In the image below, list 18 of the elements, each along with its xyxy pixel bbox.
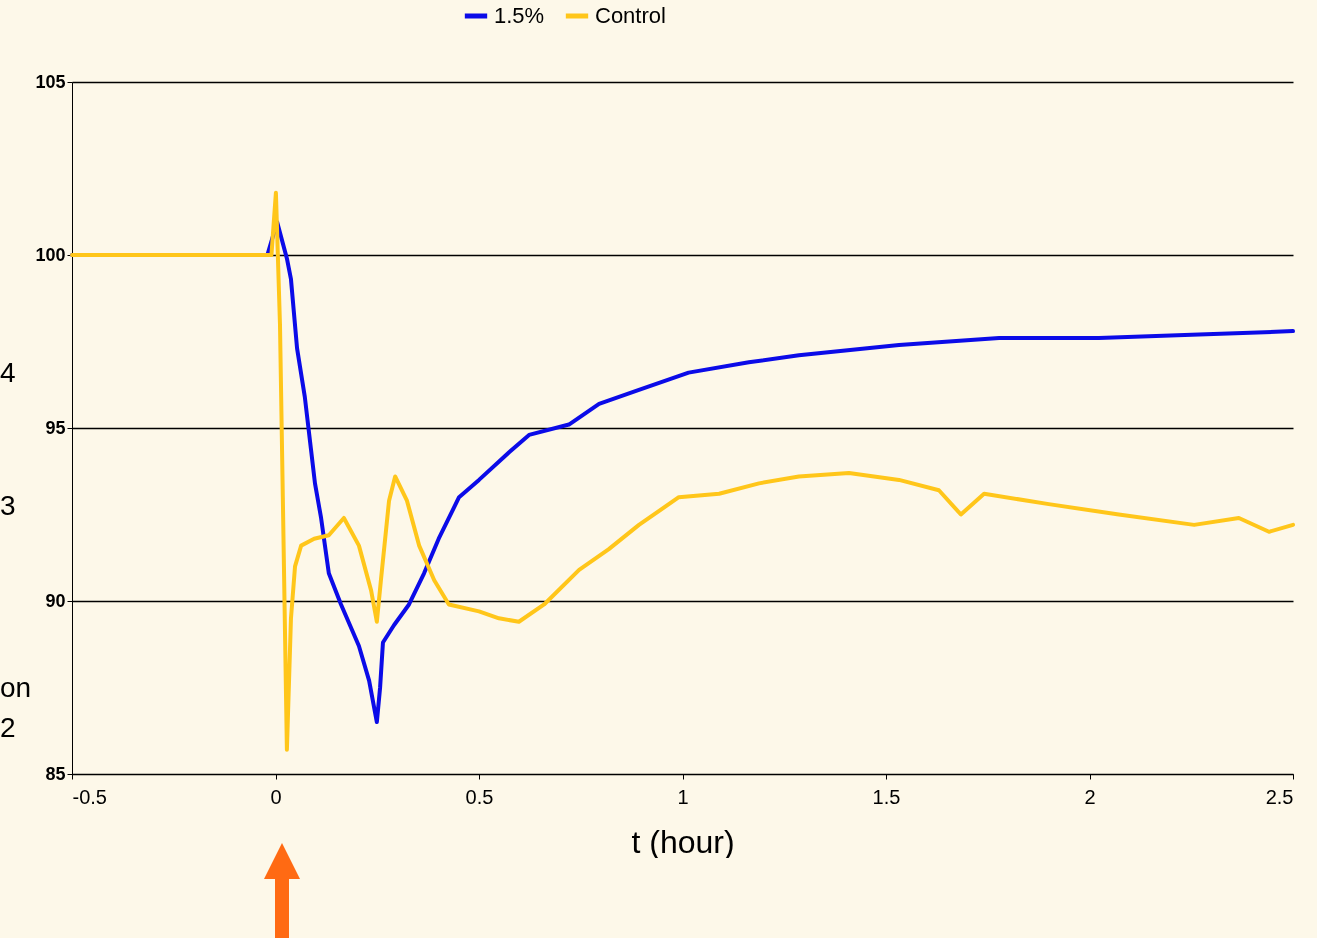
y-tick-label: 90 xyxy=(45,590,66,611)
text: 4 xyxy=(0,357,16,389)
text: 2 xyxy=(0,712,16,744)
legend-label: 1.5% xyxy=(494,3,545,28)
x-tick-label: 2 xyxy=(1084,785,1096,808)
x-tick-label: 2.5 xyxy=(1265,785,1294,808)
y-tick-label: 105 xyxy=(35,71,66,92)
text: 3 xyxy=(0,490,16,522)
x-tick-label: 1.5 xyxy=(872,785,901,808)
y-tick-label: 95 xyxy=(45,417,66,438)
y-tick-label: 85 xyxy=(45,763,66,784)
x-tick-label: -0.5 xyxy=(72,785,107,808)
x-tick-label: 0.5 xyxy=(465,785,494,808)
y-tick-label: 100 xyxy=(35,244,66,265)
legend-label: Control xyxy=(595,3,666,28)
text: on xyxy=(0,672,32,704)
x-tick-label: 1 xyxy=(677,785,689,808)
x-tick-label: 0 xyxy=(270,785,282,808)
